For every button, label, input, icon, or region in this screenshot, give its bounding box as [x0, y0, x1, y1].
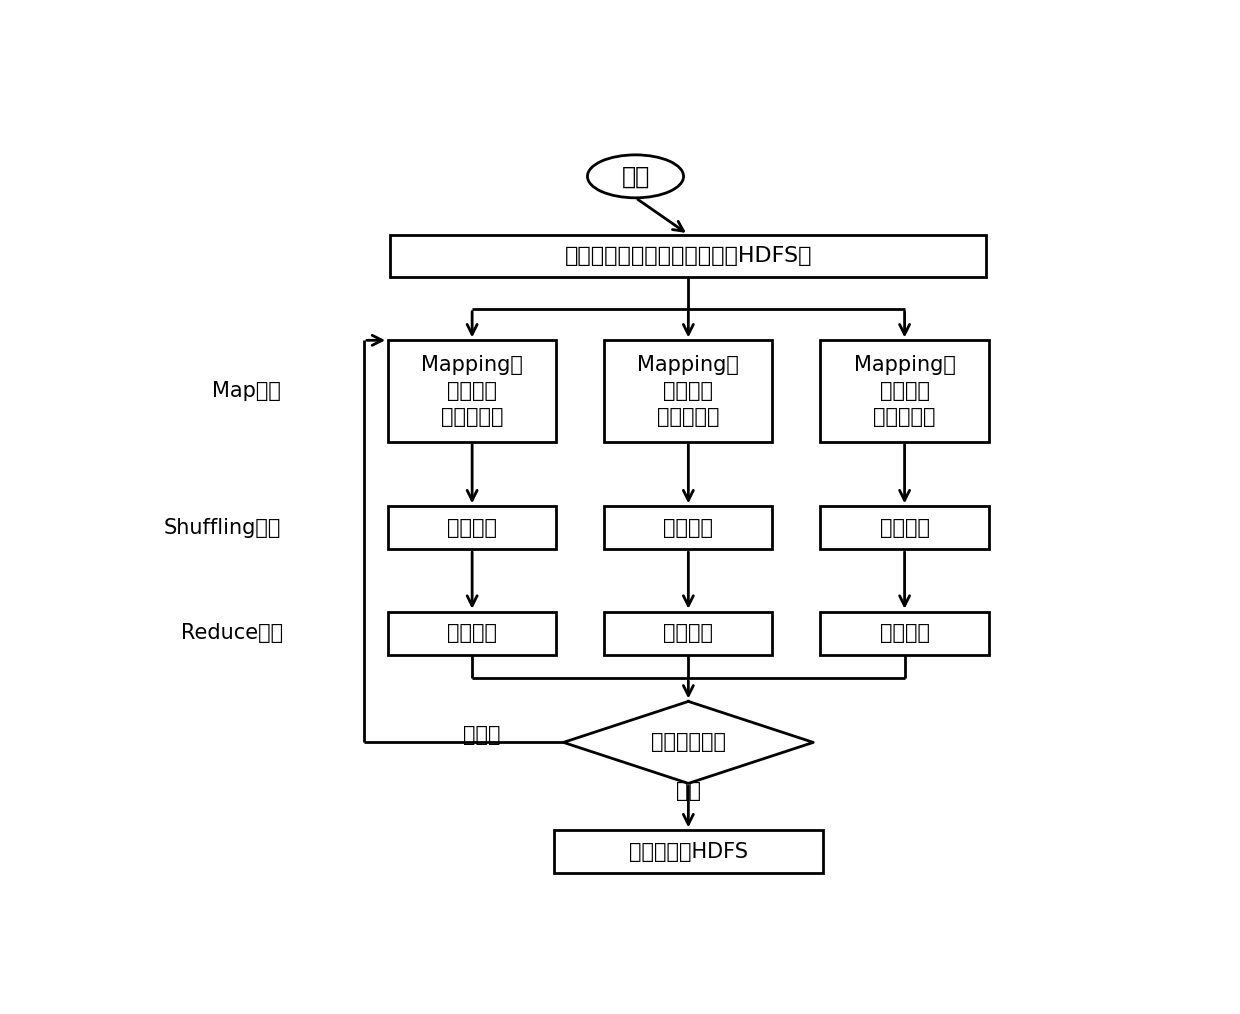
- Text: Mapping输
入键值对
信息到线程: Mapping输 入键值对 信息到线程: [637, 355, 739, 428]
- FancyBboxPatch shape: [604, 341, 773, 442]
- Text: Mapping输
入键值对
信息到线程: Mapping输 入键值对 信息到线程: [853, 355, 956, 428]
- FancyBboxPatch shape: [554, 830, 823, 873]
- FancyBboxPatch shape: [604, 506, 773, 550]
- Text: 开始: 开始: [621, 164, 650, 189]
- Text: 交叉变异: 交叉变异: [448, 623, 497, 643]
- FancyBboxPatch shape: [821, 506, 988, 550]
- FancyBboxPatch shape: [821, 341, 988, 442]
- Text: Map阶段: Map阶段: [212, 381, 280, 402]
- Text: 输出结果至HDFS: 输出结果至HDFS: [629, 842, 748, 862]
- FancyBboxPatch shape: [388, 506, 557, 550]
- Text: 输出条件判定: 输出条件判定: [651, 732, 725, 752]
- FancyBboxPatch shape: [391, 234, 986, 278]
- Text: 不满足: 不满足: [463, 725, 501, 744]
- Text: Mapping输
入键值对
信息到线程: Mapping输 入键值对 信息到线程: [422, 355, 523, 428]
- FancyBboxPatch shape: [604, 611, 773, 655]
- Text: 混洗阶段: 混洗阶段: [663, 518, 713, 537]
- Text: 混洗阶段: 混洗阶段: [879, 518, 930, 537]
- FancyBboxPatch shape: [388, 341, 557, 442]
- Ellipse shape: [588, 155, 683, 198]
- FancyBboxPatch shape: [388, 611, 557, 655]
- FancyBboxPatch shape: [821, 611, 988, 655]
- Text: 混洗阶段: 混洗阶段: [448, 518, 497, 537]
- Text: 交叉变异: 交叉变异: [663, 623, 713, 643]
- Text: Shuffling阶段: Shuffling阶段: [164, 518, 281, 537]
- Text: Reduce阶段: Reduce阶段: [181, 623, 283, 643]
- Text: 初始化种群，保存种群信息至HDFS上: 初始化种群，保存种群信息至HDFS上: [564, 246, 812, 266]
- Text: 满足: 满足: [676, 781, 701, 801]
- Polygon shape: [563, 702, 813, 784]
- Text: 交叉变异: 交叉变异: [879, 623, 930, 643]
